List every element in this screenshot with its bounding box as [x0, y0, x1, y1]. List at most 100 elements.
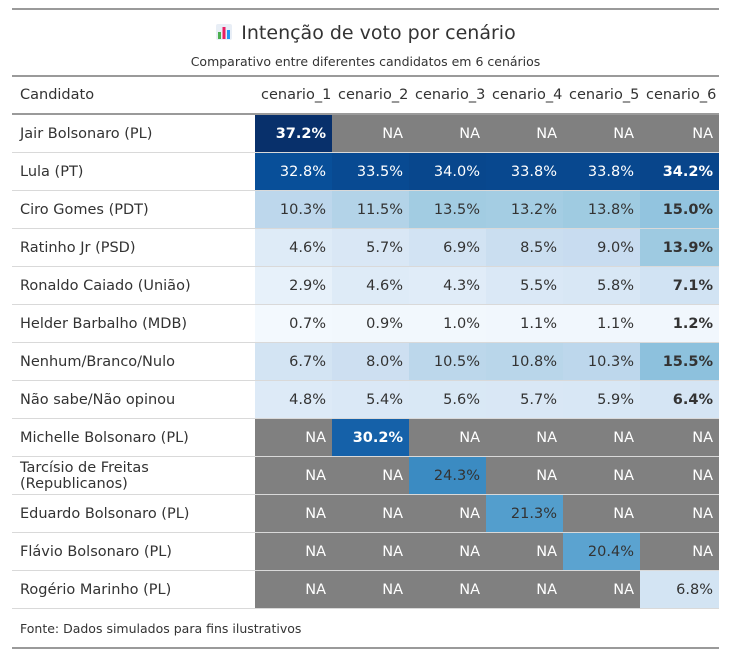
- column-header: cenario_4: [486, 75, 563, 115]
- data-table: Candidato cenario_1 cenario_2 cenario_3 …: [12, 75, 719, 649]
- bar-chart-icon: [216, 24, 233, 40]
- na-cell: NA: [332, 456, 409, 495]
- table-widget: Intenção de voto por cenário Comparativo…: [12, 8, 719, 649]
- table-row: Ciro Gomes (PDT) 10.3% 11.5% 13.5% 13.2% 13.8…: [12, 190, 719, 229]
- table-row: Tarcísio de Freitas (Republicanos) NA NA 24…: [12, 456, 719, 495]
- title-block: Intenção de voto por cenário Comparativo…: [12, 10, 719, 75]
- value-cell: 33.5%: [332, 152, 409, 191]
- value-cell: 24.3%: [409, 456, 486, 495]
- value-cell: 10.5%: [409, 342, 486, 381]
- value-cell: 15.0%: [640, 190, 719, 229]
- na-cell: NA: [563, 494, 640, 533]
- value-cell: 8.5%: [486, 228, 563, 267]
- value-cell: 4.3%: [409, 266, 486, 305]
- column-header: cenario_1: [255, 75, 332, 115]
- value-cell: 5.7%: [332, 228, 409, 267]
- table-row: Nenhum/Branco/Nulo 6.7% 8.0% 10.5% 10.8% 10.3…: [12, 342, 719, 381]
- value-cell: 8.0%: [332, 342, 409, 381]
- na-cell: NA: [640, 456, 719, 495]
- table-subtitle: Comparativo entre diferentes candidatos …: [190, 54, 541, 69]
- table-title: Intenção de voto por cenário: [12, 22, 719, 44]
- value-cell: 13.9%: [640, 228, 719, 267]
- value-cell: 33.8%: [563, 152, 640, 191]
- candidate-cell: Jair Bolsonaro (PL): [12, 114, 255, 153]
- value-cell: 20.4%: [563, 532, 640, 571]
- column-header: cenario_6: [640, 75, 719, 115]
- value-cell: 5.7%: [486, 380, 563, 419]
- candidate-cell: Eduardo Bolsonaro (PL): [12, 494, 255, 533]
- na-cell: NA: [640, 114, 719, 153]
- candidate-cell: Flávio Bolsonaro (PL): [12, 532, 255, 571]
- na-cell: NA: [255, 418, 332, 457]
- value-cell: 5.8%: [563, 266, 640, 305]
- value-cell: 11.5%: [332, 190, 409, 229]
- value-cell: 10.3%: [255, 190, 332, 229]
- value-cell: 13.2%: [486, 190, 563, 229]
- candidate-cell: Tarcísio de Freitas (Republicanos): [12, 456, 255, 495]
- table-row: Não sabe/Não opinou 4.8% 5.4% 5.6% 5.7% 5.9% 6…: [12, 380, 719, 419]
- value-cell: 4.6%: [332, 266, 409, 305]
- candidate-cell: Ronaldo Caiado (União): [12, 266, 255, 305]
- table-row: Eduardo Bolsonaro (PL) NA NA NA 21.3% NA NA: [12, 494, 719, 533]
- table-body: Jair Bolsonaro (PL) 37.2% NA NA NA NA NA Lula (…: [12, 114, 719, 609]
- na-cell: NA: [486, 418, 563, 457]
- table-row: Michelle Bolsonaro (PL) NA 30.2% NA NA NA NA: [12, 418, 719, 457]
- na-cell: NA: [332, 570, 409, 609]
- table-row: Flávio Bolsonaro (PL) NA NA NA NA 20.4% NA: [12, 532, 719, 571]
- value-cell: 2.9%: [255, 266, 332, 305]
- na-cell: NA: [409, 570, 486, 609]
- na-cell: NA: [486, 114, 563, 153]
- candidate-cell: Rogério Marinho (PL): [12, 570, 255, 609]
- column-header: cenario_2: [332, 75, 409, 115]
- na-cell: NA: [640, 494, 719, 533]
- value-cell: 15.5%: [640, 342, 719, 381]
- na-cell: NA: [255, 570, 332, 609]
- candidate-cell: Nenhum/Branco/Nulo: [12, 342, 255, 381]
- table-row: Lula (PT) 32.8% 33.5% 34.0% 33.8% 33.8% 34.2%: [12, 152, 719, 191]
- column-header: cenario_5: [563, 75, 640, 115]
- candidate-cell: Ratinho Jr (PSD): [12, 228, 255, 267]
- value-cell: 1.0%: [409, 304, 486, 343]
- na-cell: NA: [640, 532, 719, 571]
- value-cell: 10.3%: [563, 342, 640, 381]
- na-cell: NA: [563, 456, 640, 495]
- value-cell: 13.8%: [563, 190, 640, 229]
- na-cell: NA: [486, 456, 563, 495]
- value-cell: 33.8%: [486, 152, 563, 191]
- value-cell: 37.2%: [255, 114, 332, 153]
- value-cell: 21.3%: [486, 494, 563, 533]
- table-row: Ratinho Jr (PSD) 4.6% 5.7% 6.9% 8.5% 9.0% 13.9…: [12, 228, 719, 267]
- value-cell: 1.1%: [563, 304, 640, 343]
- value-cell: 1.1%: [486, 304, 563, 343]
- table-row: Helder Barbalho (MDB) 0.7% 0.9% 1.0% 1.1% 1.1…: [12, 304, 719, 343]
- na-cell: NA: [255, 532, 332, 571]
- na-cell: NA: [332, 532, 409, 571]
- value-cell: 6.4%: [640, 380, 719, 419]
- na-cell: NA: [563, 418, 640, 457]
- value-cell: 7.1%: [640, 266, 719, 305]
- na-cell: NA: [409, 114, 486, 153]
- value-cell: 32.8%: [255, 152, 332, 191]
- na-cell: NA: [409, 418, 486, 457]
- value-cell: 6.9%: [409, 228, 486, 267]
- table-row: Rogério Marinho (PL) NA NA NA NA NA 6.8%: [12, 570, 719, 609]
- candidate-cell: Lula (PT): [12, 152, 255, 191]
- na-cell: NA: [332, 494, 409, 533]
- value-cell: 0.7%: [255, 304, 332, 343]
- title-text: Intenção de voto por cenário: [241, 22, 516, 44]
- value-cell: 34.2%: [640, 152, 719, 191]
- value-cell: 13.5%: [409, 190, 486, 229]
- source-row: Fonte: Dados simulados para fins ilustra…: [12, 608, 719, 649]
- na-cell: NA: [563, 114, 640, 153]
- na-cell: NA: [409, 494, 486, 533]
- na-cell: NA: [640, 418, 719, 457]
- source-note: Fonte: Dados simulados para fins ilustra…: [12, 608, 719, 649]
- value-cell: 1.2%: [640, 304, 719, 343]
- table-row: Ronaldo Caiado (União) 2.9% 4.6% 4.3% 5.5% 5.…: [12, 266, 719, 305]
- header-row: Candidato cenario_1 cenario_2 cenario_3 …: [12, 75, 719, 115]
- column-header: cenario_3: [409, 75, 486, 115]
- table-row: Jair Bolsonaro (PL) 37.2% NA NA NA NA NA: [12, 114, 719, 153]
- value-cell: 4.6%: [255, 228, 332, 267]
- value-cell: 5.6%: [409, 380, 486, 419]
- na-cell: NA: [486, 532, 563, 571]
